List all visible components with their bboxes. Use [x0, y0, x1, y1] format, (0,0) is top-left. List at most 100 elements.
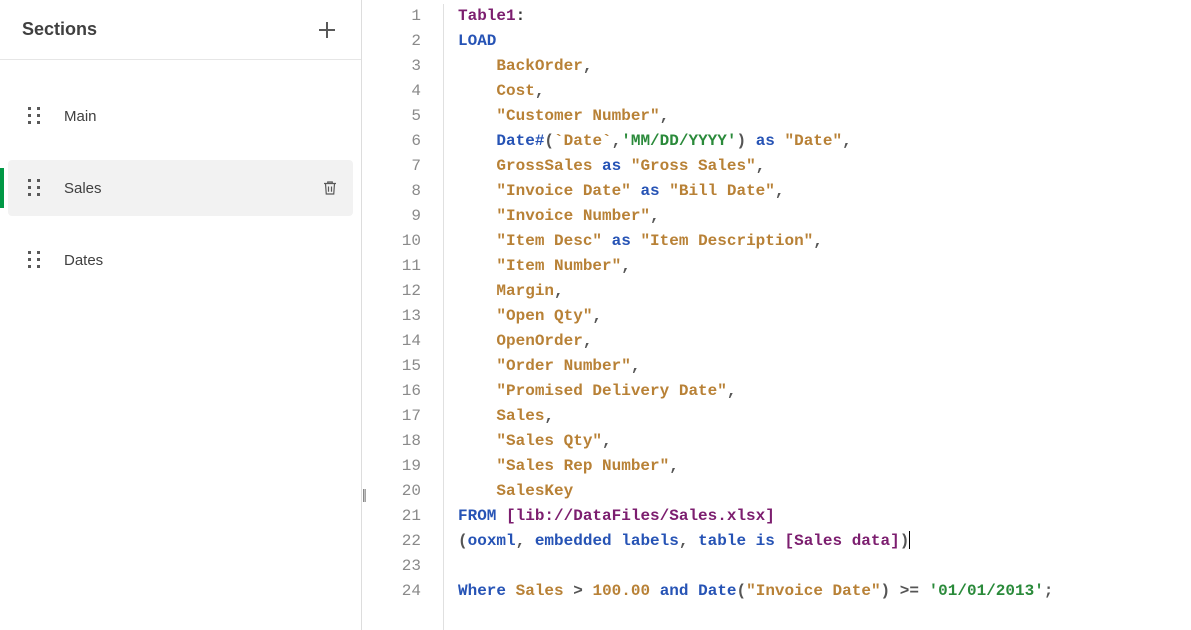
token-string: "Invoice Number": [496, 207, 650, 225]
token-punct: ): [736, 132, 746, 150]
code-line[interactable]: Cost,: [458, 79, 1191, 104]
token-punct: ,: [602, 432, 612, 450]
token-string: "Gross Sales": [631, 157, 756, 175]
token-punct: ,: [679, 532, 698, 550]
script-editor[interactable]: 123456789101112131415161718192021222324 …: [362, 0, 1191, 630]
line-number: 23: [362, 554, 421, 579]
token-punct: ,: [631, 357, 641, 375]
token-ident: GrossSales: [496, 157, 592, 175]
line-number: 16: [362, 379, 421, 404]
line-number: 20: [362, 479, 421, 504]
token-keyword: embedded labels: [535, 532, 679, 550]
code-line[interactable]: "Sales Qty",: [458, 429, 1191, 454]
token-keyword: ooxml: [468, 532, 516, 550]
token-plain: [602, 232, 612, 250]
token-plain: [458, 457, 496, 475]
token-keyword: as: [756, 132, 775, 150]
code-line[interactable]: Date#(`Date`,'MM/DD/YYYY') as "Date",: [458, 129, 1191, 154]
token-string: "Bill Date": [669, 182, 775, 200]
line-number: 8: [362, 179, 421, 204]
token-ident: Sales: [516, 582, 564, 600]
line-number: 1: [362, 4, 421, 29]
drag-handle-icon[interactable]: [28, 107, 42, 125]
code-line[interactable]: "Customer Number",: [458, 104, 1191, 129]
token-punct: ;: [1044, 582, 1054, 600]
token-punct: ,: [592, 307, 602, 325]
text-cursor: [909, 531, 910, 549]
add-section-button[interactable]: [313, 16, 341, 44]
line-number: 3: [362, 54, 421, 79]
code-line[interactable]: "Open Qty",: [458, 304, 1191, 329]
token-punct: ,: [583, 57, 593, 75]
splitter-handle[interactable]: ||: [362, 486, 365, 502]
code-line[interactable]: "Invoice Number",: [458, 204, 1191, 229]
token-punct: ,: [660, 107, 670, 125]
token-keyword: Date: [698, 582, 736, 600]
drag-handle-icon[interactable]: [28, 179, 42, 197]
token-punct: ,: [727, 382, 737, 400]
token-punct: ,: [554, 282, 564, 300]
token-plain: [496, 507, 506, 525]
token-keyword: table is: [698, 532, 775, 550]
section-item-main[interactable]: Main: [8, 88, 353, 144]
sidebar-title: Sections: [22, 19, 97, 40]
line-number: 21: [362, 504, 421, 529]
code-line[interactable]: BackOrder,: [458, 54, 1191, 79]
token-string: "Item Desc": [496, 232, 602, 250]
token-keyword: as: [602, 157, 621, 175]
token-plain: [458, 482, 496, 500]
sections-list: Main Sales Dates: [0, 60, 361, 304]
token-punct: >=: [900, 582, 919, 600]
token-string: "Invoice Date": [496, 182, 630, 200]
code-line[interactable]: GrossSales as "Gross Sales",: [458, 154, 1191, 179]
code-line[interactable]: FROM [lib://DataFiles/Sales.xlsx]: [458, 504, 1191, 529]
line-number-gutter: 123456789101112131415161718192021222324: [362, 4, 444, 630]
code-area[interactable]: Table1: LOAD BackOrder, Cost, "Customer N…: [444, 4, 1191, 630]
code-line[interactable]: SalesKey: [458, 479, 1191, 504]
token-plain: [890, 582, 900, 600]
token-string: "Item Description": [640, 232, 813, 250]
token-keyword: as: [640, 182, 659, 200]
code-line[interactable]: LOAD: [458, 29, 1191, 54]
line-number: 5: [362, 104, 421, 129]
token-sq: 'MM/DD/YYYY': [621, 132, 736, 150]
delete-section-button[interactable]: [319, 177, 341, 199]
token-keyword: as: [612, 232, 631, 250]
token-plain: [458, 182, 496, 200]
code-line[interactable]: Margin,: [458, 279, 1191, 304]
section-item-sales[interactable]: Sales: [8, 160, 353, 216]
line-number: 18: [362, 429, 421, 454]
code-line[interactable]: "Item Desc" as "Item Description",: [458, 229, 1191, 254]
token-ident: Cost: [496, 82, 534, 100]
token-plain: [746, 132, 756, 150]
token-punct: (: [544, 132, 554, 150]
code-line[interactable]: "Sales Rep Number",: [458, 454, 1191, 479]
code-line[interactable]: (ooxml, embedded labels, table is [Sales…: [458, 529, 1191, 554]
code-line[interactable]: "Invoice Date" as "Bill Date",: [458, 179, 1191, 204]
token-plain: [458, 307, 496, 325]
code-line[interactable]: [458, 554, 1191, 579]
token-punct: ,: [669, 457, 679, 475]
section-item-dates[interactable]: Dates: [8, 232, 353, 288]
code-line[interactable]: "Item Number",: [458, 254, 1191, 279]
token-ident: `Date`: [554, 132, 612, 150]
token-plain: [458, 232, 496, 250]
line-number: 15: [362, 354, 421, 379]
line-number: 19: [362, 454, 421, 479]
token-punct: ,: [535, 82, 545, 100]
code-line[interactable]: "Promised Delivery Date",: [458, 379, 1191, 404]
token-plain: [631, 232, 641, 250]
token-plain: [564, 582, 574, 600]
line-number: 9: [362, 204, 421, 229]
drag-handle-icon[interactable]: [28, 251, 42, 269]
code-line[interactable]: "Order Number",: [458, 354, 1191, 379]
token-table: Table1: [458, 7, 516, 25]
code-line[interactable]: OpenOrder,: [458, 329, 1191, 354]
token-ident: OpenOrder: [496, 332, 582, 350]
token-plain: [621, 157, 631, 175]
token-keyword: LOAD: [458, 32, 496, 50]
code-line[interactable]: Sales,: [458, 404, 1191, 429]
token-punct: ,: [842, 132, 852, 150]
code-line[interactable]: Where Sales > 100.00 and Date("Invoice D…: [458, 579, 1191, 604]
code-line[interactable]: Table1:: [458, 4, 1191, 29]
